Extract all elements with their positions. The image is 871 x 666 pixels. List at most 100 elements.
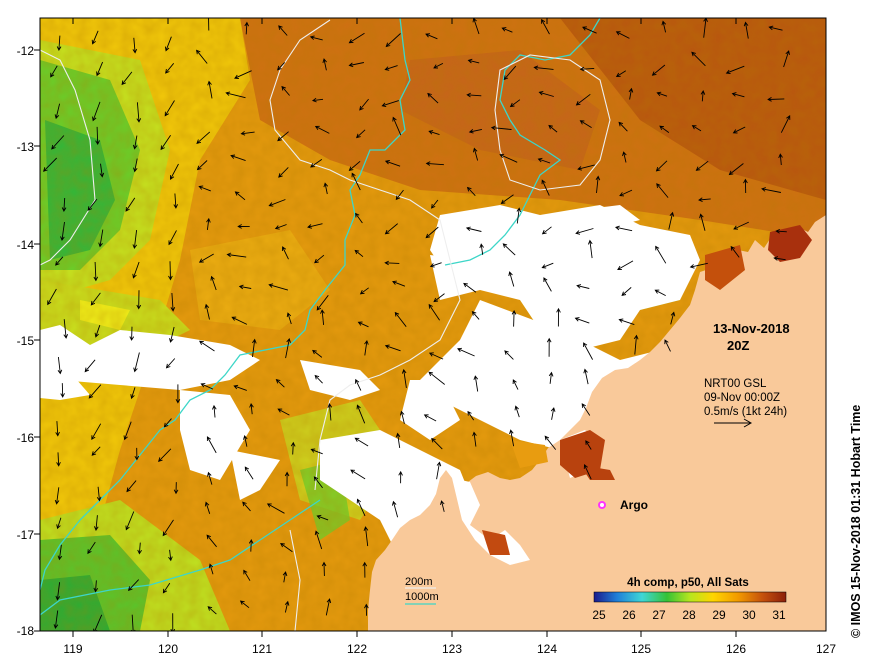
current-arrow-icon (350, 469, 366, 480)
current-arrow-icon (173, 193, 179, 209)
current-arrow-icon (327, 403, 333, 421)
current-arrow-icon (310, 448, 323, 455)
current-arrow-icon (364, 603, 369, 616)
current-arrow-icon (88, 384, 102, 399)
current-arrow-icon (425, 33, 438, 40)
lat-tick-label: -17 (17, 528, 35, 542)
current-arrow-icon (428, 371, 445, 385)
current-arrow-icon (668, 211, 675, 230)
lon-tick-label: 120 (158, 642, 178, 656)
current-arrow-icon (280, 542, 293, 553)
current-arrow-icon (467, 58, 480, 64)
current-arrow-icon (362, 561, 368, 578)
current-time-label: 09-Nov 00:00Z (704, 392, 780, 404)
current-arrow-icon (248, 539, 254, 552)
current-arrow-icon (168, 230, 177, 246)
current-arrow-icon (761, 187, 781, 193)
current-arrow-icon (512, 379, 519, 390)
current-arrow-icon (314, 374, 323, 384)
current-arrow-icon (165, 63, 175, 74)
current-arrow-icon (354, 249, 364, 258)
current-arrow-icon (198, 253, 214, 263)
current-arrow-icon (170, 163, 179, 180)
current-arrow-icon (87, 541, 96, 555)
current-arrow-icon (633, 334, 639, 355)
current-arrow-icon (165, 358, 176, 369)
current-arrow-icon (359, 98, 369, 111)
current-arrow-icon (196, 49, 208, 64)
current-arrow-icon (50, 65, 58, 78)
current-arrow-icon (163, 418, 172, 428)
current-arrow-icon (56, 35, 62, 51)
current-arrow-icon (617, 260, 634, 270)
current-arrow-icon (57, 544, 63, 561)
current-arrow-icon (307, 223, 323, 229)
current-arrow-icon (778, 153, 783, 166)
current-arrow-icon (244, 466, 254, 480)
current-arrow-icon (511, 309, 517, 327)
current-arrow-icon (579, 120, 592, 128)
current-arrow-icon (206, 217, 211, 230)
current-arrow-icon (516, 207, 522, 224)
current-arrow-icon (391, 500, 399, 518)
current-arrow-icon (170, 613, 176, 631)
current-arrow-icon (664, 339, 671, 352)
current-arrow-icon (90, 292, 101, 306)
current-arrow-icon (56, 517, 62, 530)
current-arrow-icon (595, 175, 601, 194)
current-arrow-icon (207, 606, 217, 615)
current-arrow-icon (169, 326, 175, 343)
current-arrow-icon (93, 261, 99, 282)
current-arrow-icon (51, 135, 65, 150)
current-arrow-icon (87, 198, 98, 211)
current-arrow-icon (544, 435, 557, 450)
colorbar-tick: 29 (712, 608, 726, 622)
current-arrow-icon (651, 64, 666, 76)
current-arrow-icon (133, 352, 140, 373)
current-arrow-icon (732, 126, 746, 134)
current-arrow-icon (137, 542, 142, 555)
current-arrow-icon (277, 62, 286, 71)
current-arrow-icon (655, 245, 667, 264)
current-arrow-icon (168, 261, 173, 281)
lat-tick-label: -15 (17, 334, 35, 348)
current-arrow-icon (225, 91, 246, 99)
sst-field (40, 18, 826, 631)
current-arrow-icon (162, 582, 171, 594)
current-arrow-icon (132, 261, 140, 279)
current-arrow-icon (577, 164, 595, 171)
current-arrow-icon (348, 160, 361, 172)
current-arrow-icon (323, 182, 329, 195)
current-arrow-icon (581, 403, 591, 416)
colorbar-tick: 30 (742, 608, 756, 622)
current-arrow-icon (457, 347, 475, 357)
current-arrow-icon (278, 167, 289, 178)
current-arrow-icon (311, 97, 324, 103)
current-arrow-icon (357, 321, 369, 328)
current-arrow-icon (285, 337, 291, 359)
current-arrow-icon (60, 221, 65, 242)
current-arrow-icon (278, 25, 288, 36)
contour-1000m-label: 1000m (405, 591, 439, 603)
current-arrow-icon (162, 519, 174, 537)
current-arrow-icon (164, 36, 172, 52)
current-arrow-icon (237, 224, 250, 229)
current-arrow-icon (614, 225, 633, 232)
current-arrow-icon (55, 582, 61, 601)
current-arrow-icon (398, 470, 403, 484)
current-arrow-icon (509, 99, 521, 108)
lat-tick-label: -18 (17, 624, 35, 638)
current-arrow-icon (313, 476, 323, 489)
current-arrow-icon (196, 160, 208, 171)
colorbar-tick: 28 (682, 608, 696, 622)
current-arrow-icon (504, 350, 514, 360)
current-arrow-icon (428, 303, 440, 321)
current-arrow-icon (541, 262, 554, 269)
current-arrow-icon (309, 35, 323, 41)
current-arrow-icon (312, 349, 323, 358)
current-arrow-icon (743, 178, 748, 194)
colorbar-tick: 27 (652, 608, 666, 622)
lon-tick-label: 124 (537, 642, 557, 656)
current-arrow-icon (585, 440, 592, 450)
